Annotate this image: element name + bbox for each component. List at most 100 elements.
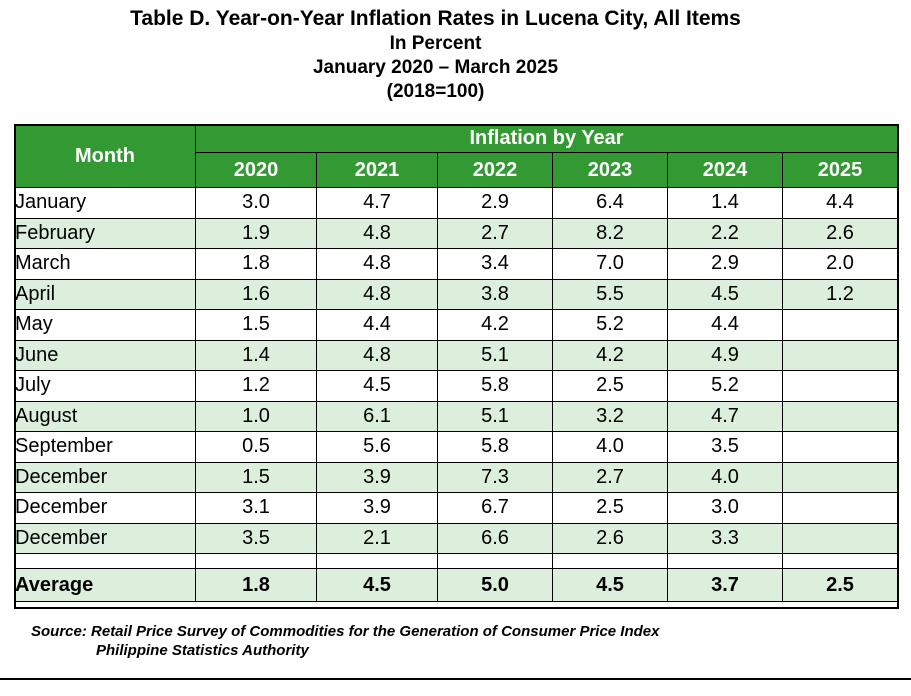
table-title: Table D. Year-on-Year Inflation Rates in…	[130, 7, 741, 30]
value-cell: 4.4	[667, 309, 783, 341]
average-row: Average 1.8 4.5 5.0 4.5 3.7 2.5	[14, 568, 899, 602]
month-cell: February	[14, 217, 196, 249]
spacer-row	[14, 553, 899, 569]
month-cell: September	[14, 431, 196, 463]
table-base-year: (2018=100)	[386, 81, 485, 102]
source-line-2: Philippine Statistics Authority	[96, 642, 309, 659]
value-cell: 1.8	[195, 248, 317, 280]
table-row: March 1.8 4.8 3.4 7.0 2.9 2.0	[14, 248, 899, 280]
value-cell: 1.2	[195, 370, 317, 402]
value-cell: 2.0	[781, 248, 899, 280]
month-cell: December	[14, 461, 196, 493]
average-value-cell: 3.7	[667, 568, 783, 602]
value-cell: 1.5	[195, 309, 317, 341]
inflation-table: Month Inflation by Year 2020 2021 2022 2023…	[14, 124, 899, 602]
value-cell: 4.8	[316, 339, 438, 371]
value-cell: 7.3	[437, 461, 553, 493]
value-cell	[781, 400, 899, 432]
value-cell: 3.2	[552, 400, 668, 432]
value-cell: 2.2	[667, 217, 783, 249]
average-value-cell: 4.5	[552, 568, 668, 602]
source-note: Source: Retail Price Survey of Commoditi…	[31, 622, 659, 660]
value-cell: 6.6	[437, 522, 553, 554]
value-cell: 6.7	[437, 492, 553, 524]
table-row: December 1.5 3.9 7.3 2.7 4.0	[14, 461, 899, 493]
value-cell: 4.4	[781, 187, 899, 219]
value-cell: 1.6	[195, 278, 317, 310]
spacer-cell	[552, 553, 668, 569]
value-cell	[781, 461, 899, 493]
value-cell: 2.5	[552, 492, 668, 524]
value-cell	[781, 522, 899, 554]
value-cell: 4.8	[316, 248, 438, 280]
table-body: January 3.0 4.7 2.9 6.4 1.4 4.4 February 1.9 4.8 2…	[14, 187, 899, 602]
year-header-2020: 2020	[195, 152, 317, 188]
value-cell	[781, 492, 899, 524]
average-value-cell: 4.5	[316, 568, 438, 602]
source-line-1: Source: Retail Price Survey of Commoditi…	[31, 623, 660, 640]
value-cell: 4.9	[667, 339, 783, 371]
value-cell: 4.8	[316, 217, 438, 249]
value-cell: 2.7	[437, 217, 553, 249]
spacer-cell	[781, 553, 899, 569]
value-cell: 4.2	[437, 309, 553, 341]
table-row: June 1.4 4.8 5.1 4.2 4.9	[14, 339, 899, 371]
value-cell: 2.5	[552, 370, 668, 402]
value-cell: 3.9	[316, 492, 438, 524]
spacer-cell	[316, 553, 438, 569]
table-row: July 1.2 4.5 5.8 2.5 5.2	[14, 370, 899, 402]
value-cell: 5.2	[552, 309, 668, 341]
value-cell: 6.4	[552, 187, 668, 219]
table-row: August 1.0 6.1 5.1 3.2 4.7	[14, 400, 899, 432]
value-cell	[781, 309, 899, 341]
value-cell: 4.0	[667, 461, 783, 493]
table-row: January 3.0 4.7 2.9 6.4 1.4 4.4	[14, 187, 899, 219]
value-cell: 3.0	[667, 492, 783, 524]
value-cell: 1.5	[195, 461, 317, 493]
month-cell: July	[14, 370, 196, 402]
value-cell: 2.7	[552, 461, 668, 493]
year-header-row: 2020 2021 2022 2023 2024 2025	[15, 152, 899, 188]
year-header-2021: 2021	[316, 152, 438, 188]
value-cell	[781, 431, 899, 463]
value-cell: 2.6	[781, 217, 899, 249]
value-cell: 3.5	[195, 522, 317, 554]
value-cell: 4.4	[316, 309, 438, 341]
month-cell: April	[14, 278, 196, 310]
year-header-2023: 2023	[552, 152, 668, 188]
value-cell: 4.5	[667, 278, 783, 310]
value-cell: 3.8	[437, 278, 553, 310]
value-cell: 7.0	[552, 248, 668, 280]
value-cell: 5.2	[667, 370, 783, 402]
spacer-cell	[437, 553, 553, 569]
month-cell: December	[14, 522, 196, 554]
average-value-cell: 1.8	[195, 568, 317, 602]
value-cell: 2.6	[552, 522, 668, 554]
value-cell: 2.9	[667, 248, 783, 280]
value-cell: 4.8	[316, 278, 438, 310]
value-cell: 3.9	[316, 461, 438, 493]
table-row: September 0.5 5.6 5.8 4.0 3.5	[14, 431, 899, 463]
value-cell: 2.9	[437, 187, 553, 219]
spacer-cell	[14, 553, 196, 569]
value-cell: 5.1	[437, 339, 553, 371]
value-cell: 3.4	[437, 248, 553, 280]
value-cell: 1.4	[195, 339, 317, 371]
table-unit: In Percent	[389, 33, 482, 54]
month-cell: August	[14, 400, 196, 432]
spacer-cell	[667, 553, 783, 569]
value-cell: 1.2	[781, 278, 899, 310]
table-row: February 1.9 4.8 2.7 8.2 2.2 2.6	[14, 217, 899, 249]
bottom-rule	[0, 678, 911, 680]
value-cell: 1.0	[195, 400, 317, 432]
month-cell: December	[14, 492, 196, 524]
average-value-cell: 2.5	[781, 568, 899, 602]
table-row: May 1.5 4.4 4.2 5.2 4.4	[14, 309, 899, 341]
table-row: December 3.5 2.1 6.6 2.6 3.3	[14, 522, 899, 554]
table-row: December 3.1 3.9 6.7 2.5 3.0	[14, 492, 899, 524]
year-header-2024: 2024	[667, 152, 783, 188]
month-cell: May	[14, 309, 196, 341]
value-cell: 5.1	[437, 400, 553, 432]
value-cell	[781, 370, 899, 402]
value-cell: 3.5	[667, 431, 783, 463]
